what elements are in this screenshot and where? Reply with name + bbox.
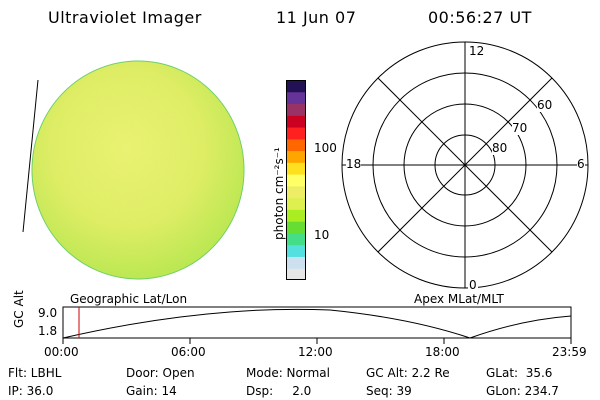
polar-diagonal-2	[377, 77, 553, 253]
timeline-tick-label-1: 06:00	[171, 345, 206, 359]
info-flt: Flt: LBHL	[8, 366, 62, 380]
info-glon: GLon: 234.7	[486, 384, 559, 398]
date-label: 11 Jun 07	[276, 8, 357, 27]
colorbar-band	[286, 174, 306, 187]
timeline-tick-label-2: 12:00	[298, 345, 333, 359]
timeline-right-label: Apex MLat/MLT	[414, 292, 504, 306]
polar-label-80: 80	[492, 141, 508, 155]
polar-label-6: 6	[577, 157, 585, 171]
polar-label-18: 18	[346, 157, 362, 171]
info-door: Door: Open	[126, 366, 195, 380]
polar-label-60: 60	[537, 98, 553, 112]
polar-label-70: 70	[512, 121, 528, 135]
colorbar-band	[286, 197, 306, 210]
colorbar-band	[286, 209, 306, 222]
colorbar-band	[286, 103, 306, 116]
info-mode: Mode: Normal	[246, 366, 330, 380]
info-glat: GLat: 35.6	[486, 366, 553, 380]
colorbar-band	[286, 150, 306, 163]
colorbar-band	[286, 162, 306, 175]
colorbar-band	[286, 256, 306, 269]
colorbar-band	[286, 138, 306, 152]
timeline-left-label: Geographic Lat/Lon	[70, 292, 188, 306]
timeline-ymin: 1.8	[38, 324, 58, 338]
colorbar-band	[286, 80, 306, 93]
colorbar-tick-100: 100	[314, 141, 337, 155]
instrument-title: Ultraviolet Imager	[48, 8, 202, 27]
polar-plot	[341, 41, 589, 289]
timeline-ymax: 9.0	[38, 306, 58, 320]
timeline-tick-label-3: 18:00	[425, 345, 460, 359]
colorbar-band	[286, 127, 306, 140]
colorbar-gradient	[286, 80, 306, 281]
colorbar-border	[286, 80, 306, 280]
polar-label-12: 12	[468, 44, 486, 58]
colorbar-band	[286, 185, 306, 199]
earth-disk-texture	[32, 61, 244, 279]
colorbar-tick-10: 10	[314, 228, 330, 242]
info-seq: Seq: 39	[366, 384, 412, 398]
info-dsp: Dsp: 2.0	[246, 384, 312, 398]
colorbar-band	[286, 232, 306, 246]
timeline-tick-label-0: 00:00	[44, 345, 79, 359]
colorbar-band	[286, 221, 306, 234]
polar-label-0: 0	[468, 278, 478, 292]
time-label: 00:56:27 UT	[428, 8, 532, 27]
colorbar-band	[286, 115, 306, 128]
limb-line	[22, 79, 39, 233]
timeline-tick-label-4: 23:59	[552, 345, 587, 359]
colorbar-band	[286, 244, 306, 257]
colorbar	[286, 80, 306, 281]
colorbar-band	[286, 268, 306, 281]
colorbar-band	[286, 91, 306, 105]
altitude-curve	[62, 308, 572, 339]
info-gain: Gain: 14	[126, 384, 177, 398]
info-ip: IP: 36.0	[8, 384, 54, 398]
info-gcalt: GC Alt: 2.2 Re	[366, 366, 450, 380]
